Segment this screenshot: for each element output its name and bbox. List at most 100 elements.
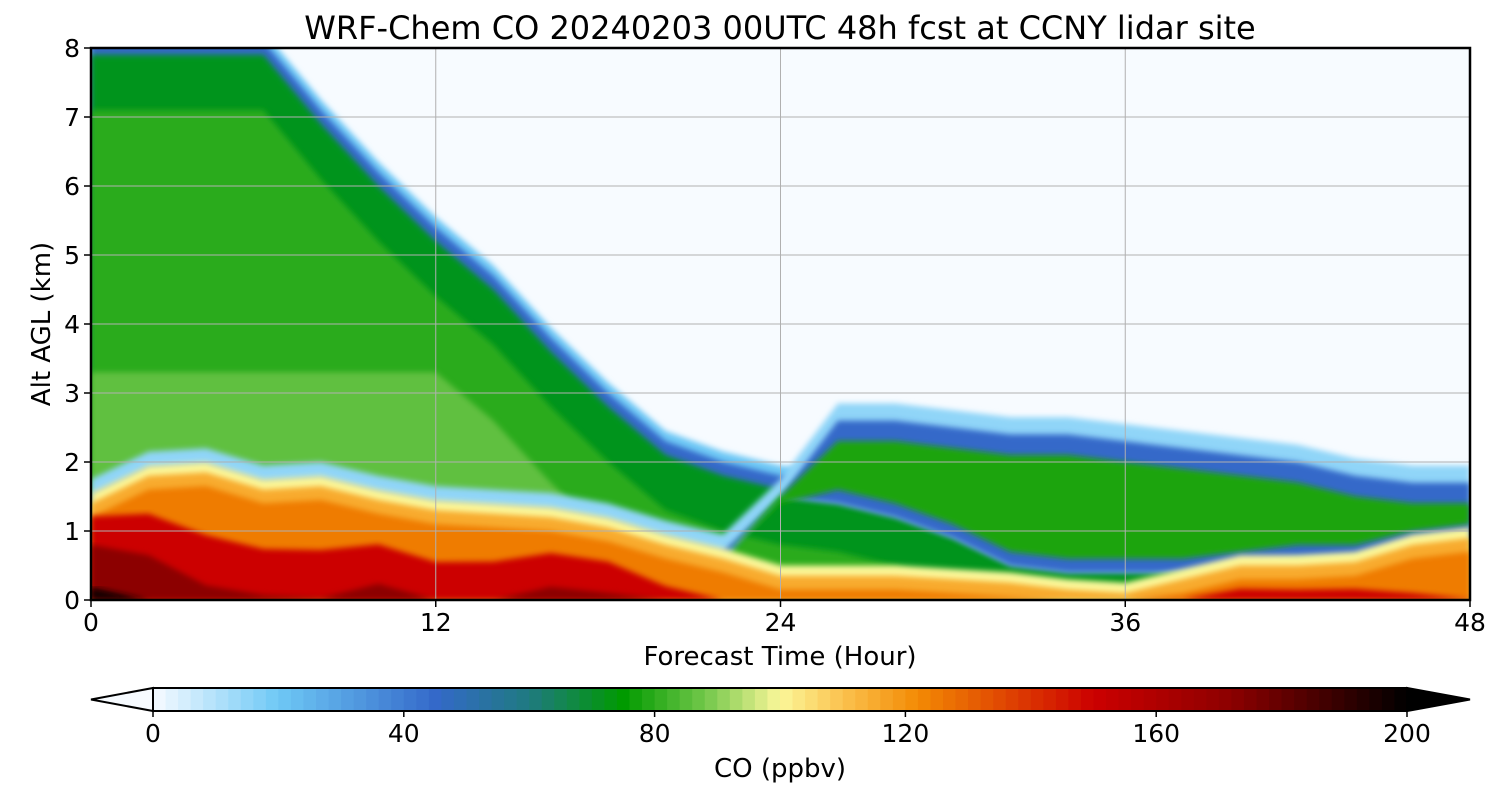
- colorbar-swatch: [165, 688, 179, 711]
- colorbar-swatch: [817, 688, 831, 711]
- colorbar-swatch: [453, 688, 468, 711]
- x-axis: 0 12 24 36 48: [83, 600, 1486, 637]
- colorbar-swatch: [253, 688, 267, 711]
- colorbar-swatch: [466, 688, 480, 711]
- colorbar-frame: [152, 687, 1408, 712]
- colorbar-swatch: [1294, 688, 1308, 711]
- colorbar-swatch: [428, 688, 443, 711]
- colorbar-swatch: [892, 688, 906, 711]
- colorbar-swatch: [516, 688, 530, 711]
- colorbar-tick-label: 160: [1132, 719, 1180, 748]
- y-tick-label: 6: [64, 172, 80, 201]
- colorbar-swatch: [767, 688, 781, 711]
- colorbar-swatch: [842, 688, 856, 711]
- colorbar-tick-label: 0: [145, 719, 161, 748]
- colorbar-swatch: [1181, 688, 1195, 711]
- colorbar-swatch: [980, 688, 994, 711]
- colorbar-swatch: [805, 688, 819, 711]
- colorbar-swatch: [1030, 688, 1044, 711]
- colorbar-tick-label: 80: [639, 719, 671, 748]
- colorbar-swatch: [1193, 688, 1207, 711]
- colorbar-swatch: [1131, 688, 1145, 711]
- colorbar-swatch: [1118, 688, 1132, 711]
- x-tick-label: 24: [765, 608, 797, 637]
- colorbar-swatch: [1319, 688, 1333, 711]
- colorbar: 0 40 80 120 160 200: [90, 686, 1471, 748]
- x-axis-label: Forecast Time (Hour): [643, 642, 916, 672]
- colorbar-swatch: [717, 688, 731, 711]
- colorbar-swatch: [604, 688, 618, 711]
- colorbar-swatch: [780, 688, 794, 711]
- colorbar-swatch: [1106, 688, 1120, 711]
- colorbar-swatch: [316, 688, 330, 711]
- x-tick-label: 12: [420, 608, 452, 637]
- colorbar-swatch: [1231, 688, 1245, 711]
- colorbar-swatch: [1381, 688, 1396, 711]
- y-tick-label: 0: [64, 586, 80, 615]
- colorbar-swatch: [378, 688, 392, 711]
- colorbar-swatch: [830, 688, 844, 711]
- y-tick-label: 2: [64, 448, 80, 477]
- colorbar-swatch: [867, 688, 881, 711]
- colorbar-swatch: [1269, 688, 1283, 711]
- colorbar-swatch: [190, 688, 204, 711]
- colorbar-swatch: [1055, 688, 1070, 711]
- colorbar-swatch: [479, 688, 493, 711]
- colorbar-swatch: [278, 688, 292, 711]
- colorbar-swatch: [441, 688, 455, 711]
- colorbar-swatch: [541, 688, 555, 711]
- colorbar-swatch: [905, 688, 919, 711]
- y-tick-label: 7: [64, 103, 80, 132]
- boundary-layer-dark-red: [91, 544, 1470, 600]
- colorbar-swatch: [1080, 688, 1095, 711]
- y-axis: 0 1 2 3 4 5 6 7 8: [64, 34, 91, 615]
- colorbar-swatch: [1331, 688, 1345, 711]
- colorbar-swatch: [579, 688, 593, 711]
- colorbar-swatch: [654, 688, 668, 711]
- colorbar-swatch: [667, 688, 681, 711]
- colorbar-swatch: [1093, 688, 1107, 711]
- colorbar-swatch: [341, 688, 355, 711]
- chart-title: WRF-Chem CO 20240203 00UTC 48h fcst at C…: [304, 9, 1255, 47]
- colorbar-swatch: [930, 688, 944, 711]
- colorbar-swatch: [729, 688, 743, 711]
- colorbar-swatch: [1143, 688, 1157, 711]
- y-tick-label: 4: [64, 310, 80, 339]
- colorbar-swatch: [178, 688, 192, 711]
- y-tick-label: 5: [64, 241, 80, 270]
- colorbar-tick-label: 120: [882, 719, 930, 748]
- colorbar-extend-max-arrow: [1406, 686, 1471, 713]
- colorbar-swatch: [1356, 688, 1370, 711]
- x-tick-label: 48: [1454, 608, 1486, 637]
- colorbar-swatch: [1369, 688, 1383, 711]
- y-tick-label: 8: [64, 34, 80, 63]
- y-tick-label: 1: [64, 517, 80, 546]
- colorbar-swatch: [754, 688, 769, 711]
- y-tick-label: 3: [64, 379, 80, 408]
- colorbar-swatch: [240, 688, 254, 711]
- colorbar-swatch: [1005, 688, 1019, 711]
- colorbar-swatch: [566, 688, 580, 711]
- colorbar-swatch: [403, 688, 417, 711]
- colorbar-swatch: [1068, 688, 1082, 711]
- colorbar-swatch: [692, 688, 706, 711]
- colorbar-swatch: [642, 688, 656, 711]
- colorbar-swatch: [1256, 688, 1270, 711]
- colorbar-tick-label: 200: [1383, 719, 1431, 748]
- colorbar-swatch: [554, 688, 568, 711]
- colorbar-swatch: [391, 688, 405, 711]
- colorbar-swatch: [303, 688, 317, 711]
- colorbar-swatch: [591, 688, 606, 711]
- colorbar-swatch: [353, 688, 367, 711]
- grid-lines: [91, 48, 1470, 600]
- colorbar-swatch: [1281, 688, 1295, 711]
- colorbar-swatch: [1344, 688, 1358, 711]
- colorbar-swatch: [153, 688, 167, 711]
- colorbar-swatch: [1156, 688, 1170, 711]
- colorbar-swatch: [1394, 688, 1408, 711]
- colorbar-swatch: [704, 688, 718, 711]
- colorbar-swatch: [504, 688, 518, 711]
- colorbar-swatch: [203, 688, 217, 711]
- x-tick-label: 0: [83, 608, 99, 637]
- colorbar-tick-label: 40: [388, 719, 420, 748]
